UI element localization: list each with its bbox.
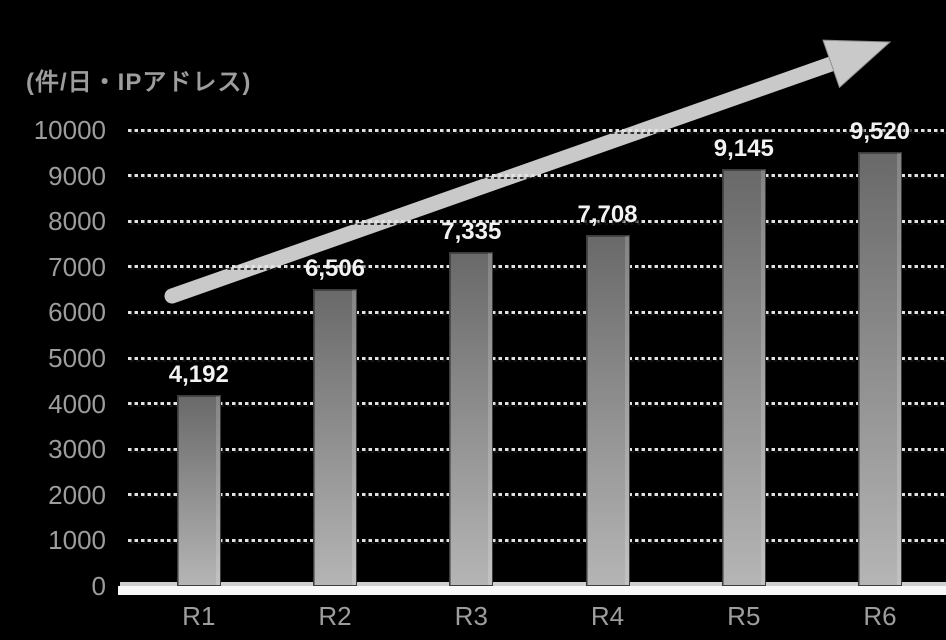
trend-arrow-head (822, 39, 892, 89)
y-tick-label: 5000 (48, 343, 106, 373)
gridline-shadow (128, 496, 946, 499)
gridline (128, 538, 946, 542)
gridline-shadow (128, 359, 946, 362)
x-tick-label-R2: R2 (318, 601, 352, 631)
x-axis-baseline (118, 586, 946, 595)
bar-value-label: 7,335 (441, 217, 502, 245)
bar-R6 (858, 151, 902, 586)
x-tick-label-R3: R3 (454, 601, 488, 631)
gridline-shadow (128, 177, 946, 180)
y-tick-label: 10000 (33, 115, 106, 145)
gridline (128, 128, 946, 132)
bar-value-label: 9,145 (713, 135, 774, 162)
y-tick-label: 3000 (48, 434, 106, 465)
gridline (128, 356, 946, 360)
x-tick-label-R6: R6 (863, 601, 897, 631)
gridline (128, 493, 946, 497)
y-tick-label: 1000 (48, 525, 106, 556)
gridline (128, 174, 946, 178)
baseline-edge (120, 582, 946, 586)
x-tick-label-R1: R1 (182, 601, 216, 631)
gridline-shadow (128, 313, 946, 316)
gridline-shadow (128, 222, 946, 225)
gridline-shadow (128, 450, 946, 453)
y-tick-label: 8000 (48, 206, 106, 237)
x-tick-label-R4: R4 (590, 601, 625, 631)
bar-R5 (721, 169, 766, 586)
bar-value-label: 9,520 (849, 117, 911, 145)
bar-R2 (313, 289, 357, 586)
gridline-shadow (128, 268, 946, 271)
gridline (128, 219, 946, 223)
y-tick-label: 9000 (48, 160, 106, 191)
y-tick-label: 4000 (48, 388, 106, 419)
gridline (128, 402, 946, 406)
bar-value-label: 6,506 (304, 255, 366, 283)
bar-R4 (585, 234, 630, 586)
x-tick-label-R5: R5 (727, 601, 761, 631)
bar-value-label: 4,192 (168, 360, 229, 388)
gridline (128, 447, 946, 451)
gridline-shadow (128, 131, 946, 134)
gridline-shadow (128, 541, 946, 544)
bar-R3 (449, 251, 494, 586)
y-axis-unit-label: (件/日・IPアドレス) (26, 69, 252, 96)
bar-value-label: 7,708 (577, 200, 638, 228)
trend-arrow-shaft (164, 56, 839, 304)
gridline (128, 310, 946, 314)
gridline-shadow (128, 405, 946, 408)
bar-R1 (176, 394, 221, 586)
gridline (128, 265, 946, 269)
y-tick-label: 2000 (48, 479, 106, 510)
y-tick-label: 7000 (48, 251, 106, 282)
y-tick-label: 6000 (48, 297, 106, 328)
y-tick-label: 0 (91, 571, 106, 601)
